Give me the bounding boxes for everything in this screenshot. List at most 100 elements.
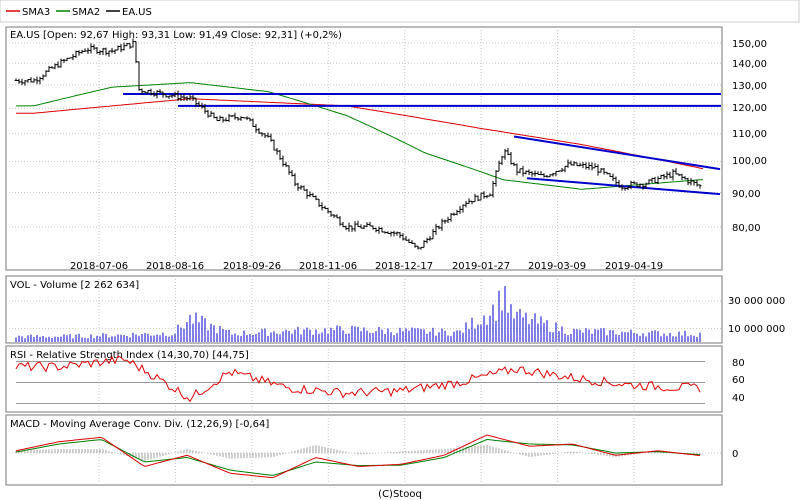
price-ytick-80: 80,00: [732, 223, 761, 234]
ohlc-bar: [197, 101, 201, 107]
ohlc-bar: [653, 176, 657, 184]
ohlc-bar: [311, 193, 315, 198]
ohlc-bar: [254, 123, 258, 133]
ohlc-bar: [395, 231, 399, 236]
ohlc-bar: [113, 49, 117, 54]
ohlc-bar: [128, 43, 132, 49]
ohlc-bar: [578, 162, 582, 167]
price-ytick-140: 140,00: [732, 59, 767, 70]
rsi-ytick-60: 60: [732, 375, 745, 386]
ohlc-bar: [272, 139, 276, 151]
ohlc-bar: [131, 38, 135, 48]
x-label-2018-12-17: 2018-12-17: [375, 261, 433, 272]
ohlc-bar: [236, 117, 240, 121]
rsi-panel-title: RSI - Relative Strength Index (14,30,70)…: [10, 350, 249, 361]
ohlc-bar: [647, 179, 651, 185]
ohlc-bar: [377, 226, 381, 234]
ohlc-bar: [500, 155, 504, 165]
ohlc-bar: [593, 163, 597, 169]
price-ytick-90: 90,00: [732, 189, 761, 200]
price-panel-title: EA.US [Open: 92,67 High: 93,31 Low: 91,4…: [10, 30, 342, 41]
ohlc-bar: [143, 91, 147, 94]
ohlc-bar: [299, 184, 303, 190]
ohlc-bar: [560, 168, 564, 173]
ohlc-bar: [467, 198, 471, 204]
legend-label-sma3: SMA3: [22, 7, 50, 18]
ohlc-bar: [554, 170, 558, 177]
ohlc-bar: [134, 41, 138, 63]
price-ytick-150: 150,00: [732, 39, 767, 50]
ohlc-bar: [437, 225, 441, 230]
ohlc-bar: [527, 169, 531, 176]
ohlc-bar: [365, 222, 369, 227]
volume-ytick-10m: 10 000 000: [728, 324, 785, 335]
ohlc-bar: [293, 173, 297, 187]
ohlc-bar: [260, 132, 264, 137]
ohlc-bar: [692, 180, 696, 186]
ohlc-bar: [626, 186, 630, 191]
x-label-2019-03-09: 2019-03-09: [528, 261, 586, 272]
ohlc-bar: [557, 170, 561, 172]
ohlc-bar: [650, 177, 654, 183]
ohlc-bar: [368, 221, 372, 227]
ohlc-bar: [596, 164, 600, 176]
ohlc-bar: [296, 182, 300, 191]
legend-label-ea: EA.US: [122, 7, 152, 18]
ohlc-bar: [107, 50, 111, 57]
ohlc-bar: [305, 188, 309, 199]
ohlc-bar: [518, 168, 522, 174]
rsi-line: [15, 355, 701, 403]
ohlc-bar: [188, 93, 192, 101]
ohlc-bar: [623, 187, 627, 191]
ohlc-bar: [212, 112, 216, 119]
ohlc-bar: [383, 231, 387, 234]
ohlc-bar: [323, 205, 327, 209]
legend-frame: [0, 0, 800, 23]
ohlc-bar: [434, 223, 438, 235]
ohlc-bar: [386, 231, 390, 235]
ohlc-bar: [332, 214, 336, 218]
ohlc-bar: [689, 178, 693, 186]
ohlc-bar: [677, 173, 681, 177]
ohlc-bar: [155, 90, 159, 99]
ohlc-bar: [590, 162, 594, 171]
ohlc-bar: [551, 172, 555, 177]
ohlc-bar: [443, 219, 447, 224]
ohlc-bar: [389, 231, 393, 237]
ohlc-bar: [158, 89, 162, 93]
ohlc-bar: [608, 173, 612, 177]
price-ytick-100: 100,00: [732, 156, 767, 167]
ohlc-bar: [44, 70, 48, 77]
ohlc-bar: [227, 113, 231, 122]
ohlc-bar: [86, 47, 90, 54]
ohlc-bar: [392, 230, 396, 237]
ohlc-bar: [182, 93, 186, 101]
ohlc-bar: [218, 115, 222, 122]
ohlc-bar: [497, 160, 501, 172]
ohlc-bar: [410, 240, 414, 245]
ohlc-bar: [485, 195, 489, 199]
ohlc-bar: [359, 224, 363, 229]
ohlc-bar: [116, 45, 120, 51]
ohlc-bar: [230, 115, 234, 118]
ohlc-bar: [665, 171, 669, 180]
ohlc-bar: [239, 116, 243, 121]
x-label-2018-08-16: 2018-08-16: [146, 261, 204, 272]
ohlc-bar: [641, 183, 645, 190]
ohlc-bar: [416, 245, 420, 250]
ohlc-bar: [659, 174, 663, 180]
ohlc-bar: [62, 58, 66, 63]
ohlc-bar: [455, 209, 459, 216]
ohlc-bar: [122, 42, 126, 51]
volume-bars: [6, 286, 722, 342]
macd-line: [15, 434, 701, 479]
ohlc-bar: [308, 191, 312, 198]
ohlc-bar: [200, 102, 204, 109]
ohlc-bar: [695, 179, 699, 187]
ohlc-bar: [356, 220, 360, 228]
x-label-2018-09-26: 2018-09-26: [223, 261, 281, 272]
ohlc-bar: [242, 116, 246, 119]
ohlc-bar: [263, 133, 267, 139]
